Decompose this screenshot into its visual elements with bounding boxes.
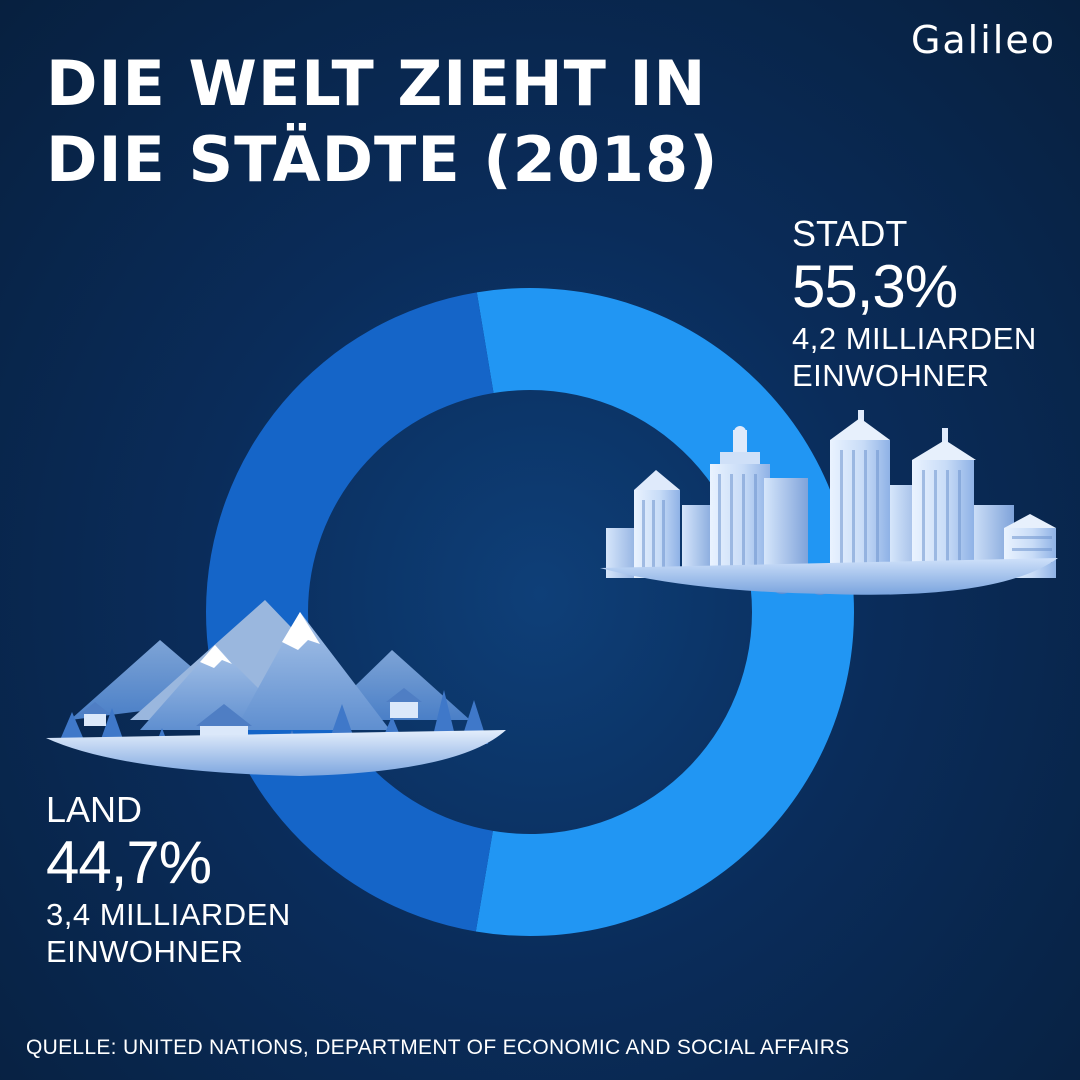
stadt-category-label: STADT	[792, 213, 908, 254]
land-population-unit: EINWOHNER	[46, 934, 244, 969]
land-population-label: 3,4 MILLIARDEN	[46, 897, 291, 932]
stadt-population-unit: EINWOHNER	[792, 358, 990, 393]
brand-logo: Galileo	[910, 18, 1056, 62]
land-percent-label: 44,7%	[46, 829, 212, 896]
stadt-population-label: 4,2 MILLIARDEN	[792, 321, 1037, 356]
stadt-label-block: STADT 55,3% 4,2 MILLIARDEN EINWOHNER	[792, 214, 1037, 394]
title-line-2: DIE STÄDTE (2018)	[46, 123, 719, 196]
title-line-1: DIE WELT ZIEHT IN	[46, 47, 707, 120]
page-title: DIE WELT ZIEHT IN DIE STÄDTE (2018)	[46, 46, 719, 198]
land-category-label: LAND	[46, 789, 143, 830]
land-label-block: LAND 44,7% 3,4 MILLIARDEN EINWOHNER	[46, 790, 291, 970]
donut-slice-stadt	[475, 288, 855, 936]
stadt-percent-label: 55,3%	[792, 253, 958, 320]
source-note: QUELLE: UNITED NATIONS, DEPARTMENT OF EC…	[26, 1036, 850, 1059]
